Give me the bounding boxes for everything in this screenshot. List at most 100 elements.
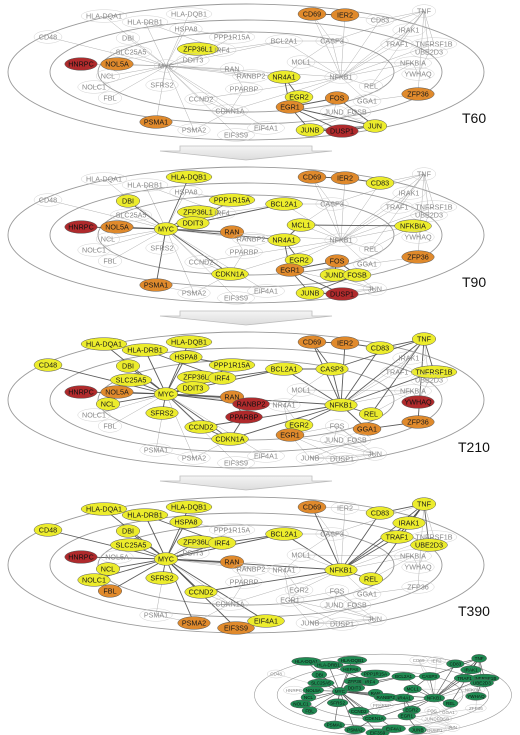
gene-node: PSMA1 [139, 443, 173, 457]
gene-label: GGA1 [357, 97, 377, 106]
gene-label: UBE2D3 [415, 48, 443, 57]
gene-node-ellipse [460, 665, 482, 675]
gene-node-ellipse [315, 362, 349, 376]
gene-node-ellipse [110, 208, 152, 222]
network-edge [47, 199, 167, 230]
network-edge [379, 10, 425, 21]
gene-node: RAN [220, 62, 244, 76]
gene-label: IRAK1 [399, 189, 420, 198]
gene-label: CD83 [371, 179, 389, 188]
gene-label: JUN [448, 725, 457, 730]
gene-node-ellipse [365, 13, 395, 27]
gene-node-ellipse [207, 43, 237, 57]
gene-label: CD69 [303, 338, 321, 347]
network-edge [340, 239, 372, 250]
network-edge [289, 589, 300, 601]
gene-node: SLC25A5 [110, 538, 152, 552]
network-edge [165, 228, 267, 292]
gene-node: HLA-DQB1 [165, 335, 213, 349]
gene-node: IRF4 [207, 536, 237, 550]
gene-label: IRF4 [214, 539, 230, 548]
gene-node: CD69 [297, 500, 327, 514]
network-edge [200, 569, 342, 593]
gene-node-ellipse [100, 385, 134, 399]
network-edge [289, 590, 338, 601]
gene-node: SFRS2 [145, 571, 179, 585]
network-edge [231, 68, 245, 90]
gene-label: ZFP36L1 [183, 373, 213, 382]
network-edge [333, 425, 338, 441]
gene-node: PPARBP [369, 700, 394, 710]
gene-node-ellipse [421, 714, 440, 724]
gene-label: SFRS2 [150, 409, 173, 418]
gene-node: JUNB [295, 286, 325, 300]
gene-node-ellipse [410, 538, 448, 552]
gene-node: EGR1 [275, 428, 305, 442]
gene-node: IER2 [330, 8, 360, 22]
gene-node: JUND [319, 598, 349, 612]
gene-node: RANBP2 [232, 562, 270, 576]
network-edge [340, 512, 381, 571]
gene-node-ellipse [100, 220, 134, 234]
gene-node: MYC [154, 552, 178, 566]
gene-label: RAN [371, 691, 381, 696]
gene-node: JUN [363, 282, 387, 296]
gene-node-ellipse [424, 706, 440, 715]
gene-node-ellipse [110, 45, 152, 59]
gene-node-ellipse [139, 115, 173, 129]
gene-node-ellipse [403, 684, 422, 694]
gene-node: NCL [96, 69, 120, 83]
gene-node-ellipse [352, 257, 382, 271]
gene-label: MYC [158, 555, 174, 564]
network-edge [340, 536, 398, 571]
network-edge [340, 239, 368, 265]
network-edge [340, 192, 410, 241]
network-edge [165, 65, 252, 77]
gene-node: HLA-DQB1 [337, 655, 368, 665]
gene-node-ellipse [427, 656, 446, 666]
gene-label: ZFP36L1 [183, 538, 213, 547]
gene-label: EGR1 [280, 266, 300, 275]
gene-node: CASP3 [315, 197, 349, 211]
gene-label: BCL2A1 [271, 37, 298, 46]
gene-label: UBE2D3 [473, 681, 491, 686]
gene-node-ellipse [297, 7, 327, 21]
gene-label: HSPA8 [174, 518, 197, 527]
gene-node-ellipse [471, 654, 487, 663]
gene-node: YWHAQ [401, 230, 435, 244]
network-edge [340, 347, 381, 406]
gene-node-ellipse [80, 172, 128, 186]
gene-label: BCL2A1 [271, 200, 298, 209]
transition-arrow [159, 310, 333, 326]
gene-node-ellipse [330, 171, 360, 185]
gene-node-ellipse [363, 612, 387, 626]
gene-label: RANBP2 [237, 565, 266, 574]
gene-label: HSPA8 [343, 667, 358, 672]
gene-label: EGR1 [280, 596, 300, 605]
gene-node: PSMA1 [139, 115, 173, 129]
gene-node: HNRPC [64, 57, 98, 71]
gene-label: TNFRSF1B [415, 533, 452, 542]
gene-label: NR4A1 [272, 401, 295, 410]
gene-label: JUND [324, 271, 343, 280]
gene-node: EGR1 [275, 100, 305, 114]
gene-node: HNRPC [64, 550, 98, 564]
gene-label: EIF4A1 [254, 617, 278, 626]
gene-node-ellipse [330, 8, 360, 22]
gene-node: MCL1 [286, 383, 316, 397]
network-edge [331, 10, 425, 42]
network-edge [283, 40, 342, 78]
gene-node-ellipse [325, 452, 359, 466]
gene-label: DDIT3 [348, 685, 362, 690]
network-edge [417, 51, 430, 75]
gene-node: MCL1 [286, 218, 316, 232]
network-edge [283, 554, 302, 571]
gene-label: EGR2 [289, 93, 309, 102]
gene-node: YWHAQ [401, 67, 435, 81]
network-edge [300, 389, 414, 392]
gene-label: CD69 [303, 10, 321, 19]
network-edge [300, 533, 333, 556]
gene-node: CD83 [365, 506, 395, 520]
gene-node: REL [359, 79, 383, 93]
gene-label: FOS [330, 257, 345, 266]
